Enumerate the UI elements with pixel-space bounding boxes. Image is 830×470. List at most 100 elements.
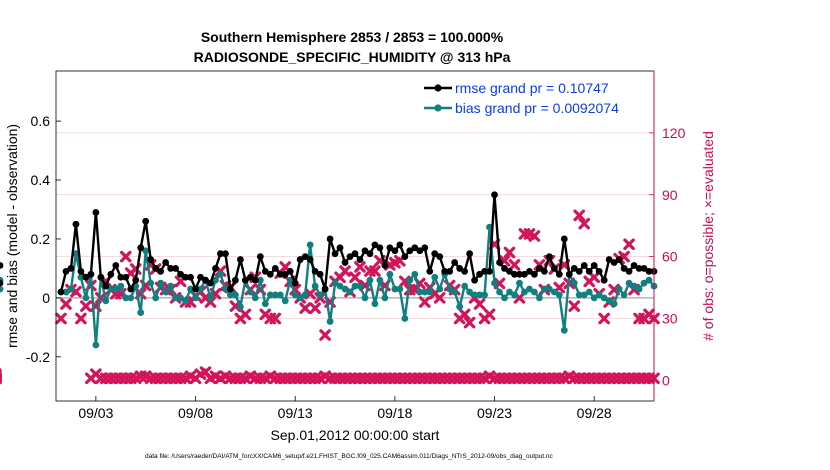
bias-point-36 — [236, 303, 244, 311]
obs-possible-marker-106 — [588, 271, 601, 284]
rmse-point-73 — [421, 244, 429, 252]
bias-point-19 — [152, 294, 160, 302]
rmse-point-69 — [401, 253, 409, 261]
rmse-point-30 — [207, 279, 214, 287]
bias-point-2 — [67, 285, 75, 293]
bias-point-83 — [471, 291, 478, 299]
chart-subtitle: RADIOSONDE_SPECIFIC_HUMIDITY @ 313 hPa — [194, 49, 511, 65]
y-tick-label-3: 0.4 — [31, 172, 51, 188]
rmse-point-49 — [301, 253, 309, 261]
bias-point-76 — [436, 285, 444, 293]
rmse-point-94 — [526, 267, 533, 275]
bias-point-93 — [521, 288, 528, 296]
rmse-point-116 — [635, 265, 643, 272]
bias-point-26 — [187, 285, 194, 293]
rmse-point-35 — [232, 276, 239, 284]
legend-bias-label: bias grand pr = 0.0092074 — [455, 100, 619, 116]
obs-possible-marker-0 — [55, 312, 67, 325]
bias-point-113 — [620, 291, 628, 299]
rmse-point-98 — [545, 253, 553, 261]
bias-point-85 — [481, 291, 488, 299]
obs-possible-marker-51 — [309, 302, 321, 314]
bias-point-66 — [386, 270, 394, 278]
bias-point-67 — [391, 285, 399, 293]
bias-point-61 — [361, 294, 369, 302]
bias-point-7 — [92, 341, 100, 349]
obs-possible-marker-73 — [418, 296, 431, 308]
bias-series — [0, 223, 658, 349]
rmse-point-121 — [0, 279, 4, 287]
bias-point-103 — [570, 279, 578, 287]
obs-possible-marker-59 — [349, 271, 361, 284]
obs-possible-marker-43 — [269, 312, 282, 325]
bias-point-13 — [122, 294, 130, 302]
bias-point-43 — [271, 291, 279, 299]
rmse-point-50 — [306, 256, 314, 263]
rmse-point-114 — [625, 267, 633, 275]
rmse-point-113 — [620, 265, 628, 272]
rmse-point-74 — [426, 267, 434, 275]
rmse-point-13 — [122, 273, 130, 281]
bias-point-75 — [431, 273, 439, 281]
bias-point-22 — [167, 282, 175, 290]
y-tick-right-label-4: 120 — [662, 125, 686, 141]
legend-bias-marker — [434, 104, 442, 112]
bias-point-104 — [575, 291, 583, 299]
rmse-point-48 — [296, 256, 304, 263]
legend-rmse-label: rmse grand pr = 0.10747 — [455, 80, 609, 96]
rmse-point-87 — [491, 191, 498, 199]
y-axis-label-right: # of obs: o=possible; ×=evaluated — [700, 131, 716, 341]
bias-point-11 — [112, 285, 120, 293]
bias-point-100 — [555, 291, 563, 299]
bias-point-32 — [217, 270, 224, 278]
rmse-point-78 — [446, 267, 454, 275]
bias-point-23 — [172, 294, 180, 302]
rmse-point-85 — [481, 267, 488, 275]
bias-point-33 — [222, 285, 229, 293]
obs-possible-marker-85 — [483, 308, 496, 321]
obs-possible-marker-80 — [458, 308, 471, 321]
rmse-point-38 — [246, 273, 254, 281]
bias-point-106 — [585, 288, 593, 296]
rmse-point-55 — [331, 250, 339, 258]
bias-point-90 — [506, 288, 513, 296]
bias-point-112 — [615, 285, 623, 293]
obs-possible-marker-94 — [528, 230, 541, 242]
rmse-point-16 — [137, 244, 145, 252]
x-tick-label-5: 09/28 — [577, 405, 612, 421]
rmse-point-10 — [107, 270, 115, 278]
bias-point-89 — [501, 294, 508, 302]
bias-point-95 — [531, 288, 538, 296]
rmse-point-0 — [57, 288, 65, 296]
bias-point-107 — [590, 294, 598, 302]
obs-possible-marker-81 — [463, 316, 476, 329]
bias-point-47 — [291, 291, 299, 299]
rmse-point-91 — [511, 270, 518, 278]
y-tick-right-label-2: 60 — [662, 249, 678, 265]
bias-point-55 — [331, 279, 339, 287]
bias-point-40 — [256, 276, 264, 284]
bias-point-14 — [127, 294, 135, 302]
bias-point-27 — [192, 294, 199, 302]
rmse-point-75 — [431, 250, 439, 258]
bias-point-115 — [630, 282, 638, 290]
plot-area — [56, 71, 654, 401]
obs-possible-marker-113 — [623, 238, 635, 251]
bias-point-88 — [496, 288, 503, 296]
rmse-point-70 — [406, 247, 414, 255]
bias-point-96 — [535, 294, 543, 302]
obs-possible-marker-104 — [578, 217, 591, 230]
bias-point-68 — [396, 285, 404, 293]
rmse-point-54 — [326, 235, 334, 243]
bias-point-21 — [162, 288, 170, 296]
rmse-point-42 — [266, 270, 274, 278]
bias-point-25 — [182, 297, 189, 305]
rmse-point-17 — [142, 217, 150, 225]
rmse-point-97 — [540, 267, 548, 275]
bias-point-91 — [511, 291, 518, 299]
rmse-point-82 — [466, 250, 474, 258]
y-tick-right-label-1: 30 — [662, 311, 678, 327]
rmse-point-58 — [346, 253, 354, 261]
bias-point-38 — [246, 288, 254, 296]
